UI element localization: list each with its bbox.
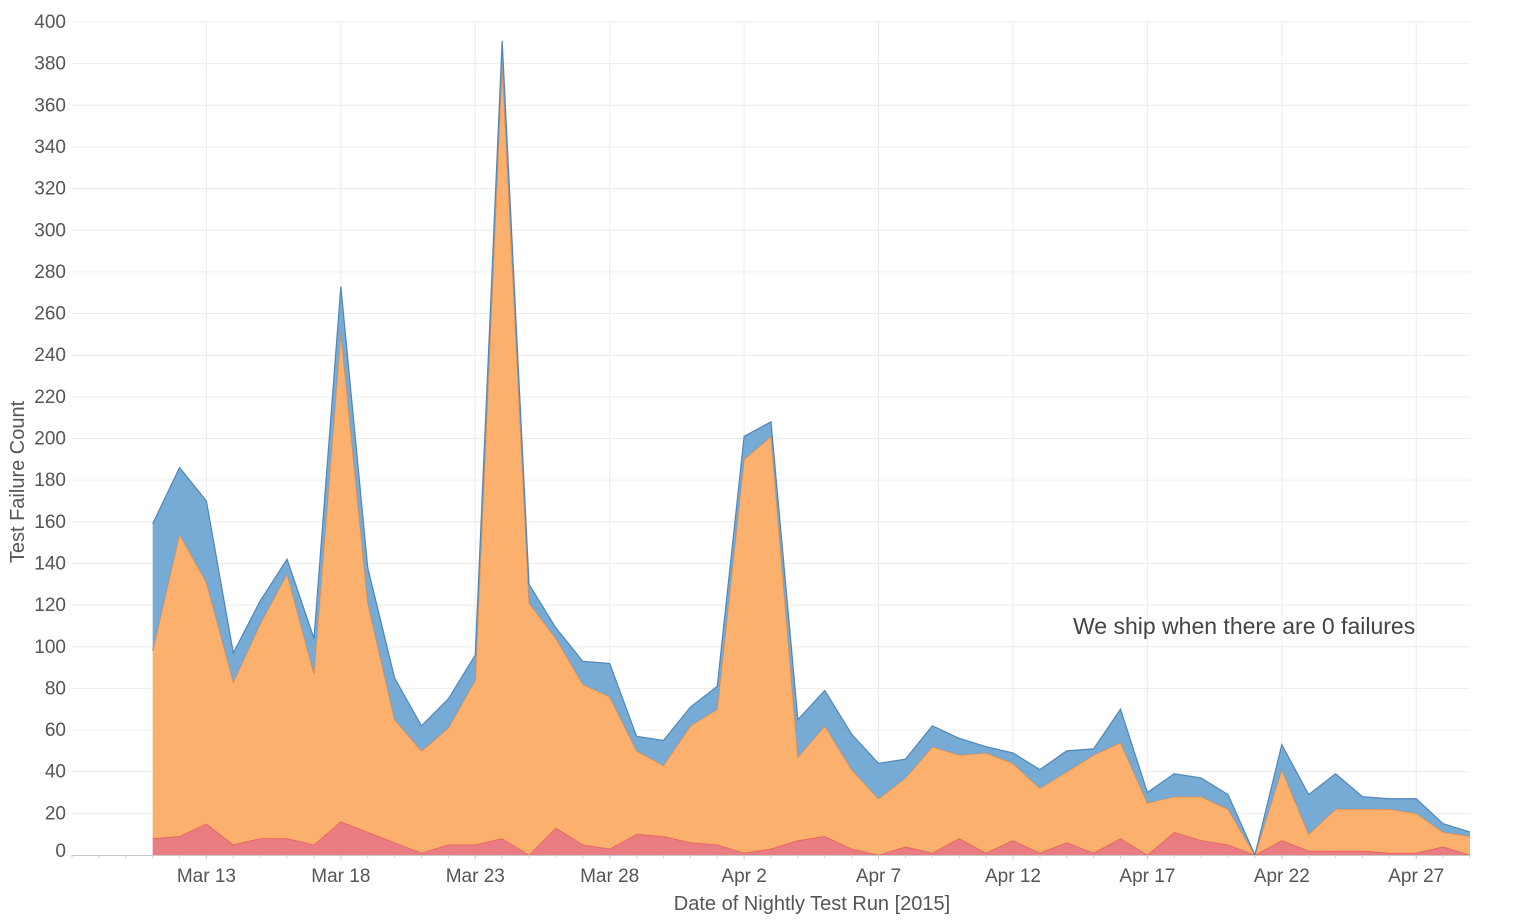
x-tick-label: Apr 7 (856, 866, 901, 887)
y-tick-label: 300 (34, 220, 66, 241)
y-tick-label: 260 (34, 304, 66, 325)
y-tick-label: 200 (34, 429, 66, 450)
y-tick-label: 360 (34, 95, 66, 116)
y-tick-label: 220 (34, 387, 66, 408)
x-tick-label: Mar 23 (446, 866, 505, 887)
x-tick-label: Apr 17 (1119, 866, 1175, 887)
x-tick-label: Apr 2 (721, 866, 766, 887)
y-tick-label: 80 (45, 678, 66, 699)
series-area-2 (152, 63, 1470, 855)
y-tick-label: 140 (34, 553, 66, 574)
x-tick-label: Mar 28 (580, 866, 639, 887)
y-tick-label: 0 (55, 841, 66, 862)
y-tick-label: 160 (34, 512, 66, 533)
y-tick-label: 100 (34, 637, 66, 658)
series-area-1 (152, 821, 1470, 855)
x-tick-label: Apr 27 (1388, 866, 1444, 887)
area-layer (152, 40, 1471, 857)
y-tick-label: 280 (34, 262, 66, 283)
y-tick-label: 340 (34, 137, 66, 158)
y-tick-label: 20 (45, 803, 66, 824)
series-line-3 (152, 40, 1471, 857)
y-tick-label: 380 (34, 54, 66, 75)
y-tick-label: 240 (34, 345, 66, 366)
x-axis-title: Date of Nightly Test Run [2015] (674, 893, 950, 915)
x-tick-label: Mar 13 (177, 866, 236, 887)
tick-layer: 0 20 40 60 80 100 120 140 160 180 200 220 240 260 280 3… (34, 12, 1471, 887)
chart-annotation: We ship when there are 0 failures (1073, 613, 1415, 639)
y-tick-label: 120 (34, 595, 66, 616)
y-tick-label: 320 (34, 179, 66, 200)
x-tick-label: Mar 18 (311, 866, 370, 887)
x-tick-label: Apr 22 (1254, 866, 1310, 887)
y-tick-label: 180 (34, 470, 66, 491)
y-tick-label: 40 (45, 762, 66, 783)
x-tick-label: Apr 12 (985, 866, 1041, 887)
y-tick-label: 60 (45, 720, 66, 741)
y-axis-title: Test Failure Count (7, 400, 29, 563)
y-tick-label: 400 (34, 12, 66, 33)
